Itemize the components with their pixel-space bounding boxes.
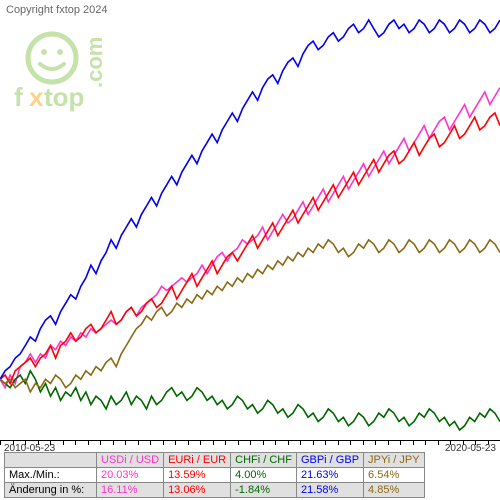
cell-change: 21.58% — [296, 482, 363, 497]
col-header: EURi / EUR — [164, 452, 231, 467]
col-header: USDi / USD — [97, 452, 164, 467]
row-label-change: Änderung in %: — [5, 482, 97, 497]
cell-maxmin: 20.03% — [97, 467, 164, 482]
cell-change: 16.11% — [97, 482, 164, 497]
series-line-CHFi_CHF — [0, 371, 500, 430]
cell-change: 4.85% — [364, 482, 425, 497]
cell-maxmin: 21.63% — [296, 467, 363, 482]
stats-table: USDi / USD EURi / EUR CHFi / CHF GBPi / … — [4, 452, 425, 498]
currency-index-chart — [0, 0, 500, 448]
series-line-USDi_USD — [0, 88, 500, 388]
cell-change: 13.06% — [164, 482, 231, 497]
table-maxmin-row: Max./Min.: 20.03% 13.59% 4.00% 21.63% 6.… — [5, 467, 425, 482]
series-line-GBPi_GBP — [0, 20, 500, 379]
table-change-row: Änderung in %: 16.11% 13.06% -1.84% 21.5… — [5, 482, 425, 497]
row-label-maxmin: Max./Min.: — [5, 467, 97, 482]
header-blank — [5, 452, 97, 467]
col-header: JPYi / JPY — [364, 452, 425, 467]
x-axis-end-label: 2020-05-23 — [445, 443, 496, 454]
cell-maxmin: 6.54% — [364, 467, 425, 482]
table-header-row: USDi / USD EURi / EUR CHFi / CHF GBPi / … — [5, 452, 425, 467]
cell-maxmin: 13.59% — [164, 467, 231, 482]
series-line-JPYi_JPY — [0, 240, 500, 392]
cell-maxmin: 4.00% — [231, 467, 297, 482]
col-header: CHFi / CHF — [231, 452, 297, 467]
col-header: GBPi / GBP — [296, 452, 363, 467]
cell-change: -1.84% — [231, 482, 297, 497]
